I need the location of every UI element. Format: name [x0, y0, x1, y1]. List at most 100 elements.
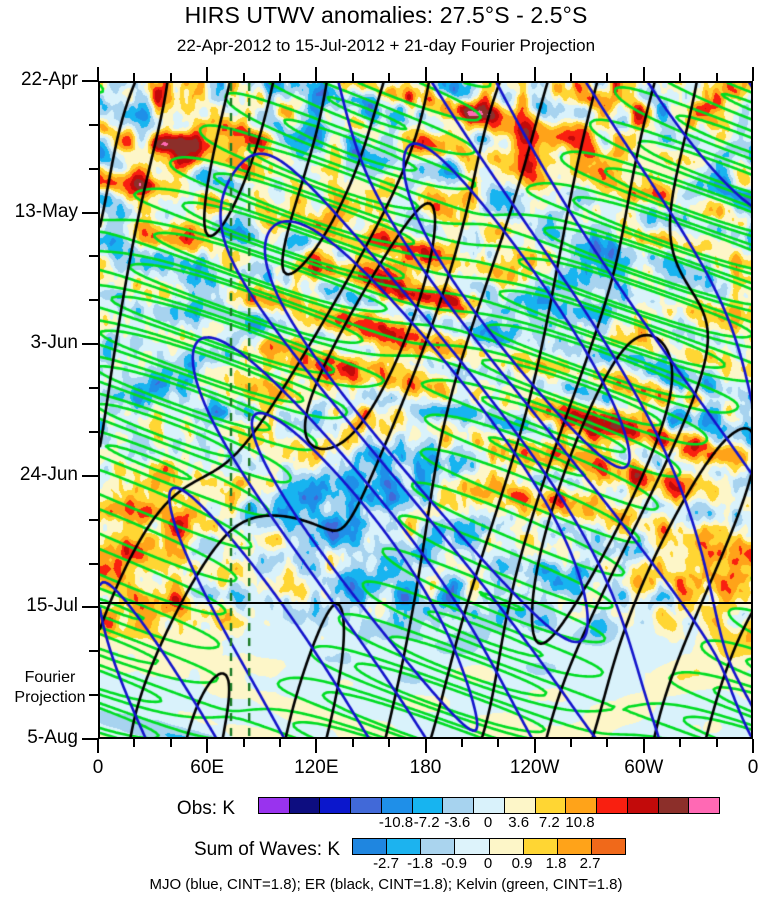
- x-tick-major: [642, 67, 645, 81]
- x-tick-major: [206, 67, 209, 81]
- x-tick-minor: [278, 739, 281, 747]
- x-tick-minor: [242, 73, 245, 81]
- colorbar-tick-label: -1.8: [407, 855, 433, 872]
- x-tick-minor: [133, 73, 136, 81]
- y-tick-major: [82, 606, 98, 609]
- colorbar-swatch: [474, 798, 505, 813]
- colorbar-swatch: [489, 839, 524, 854]
- plot-frame: [98, 81, 753, 739]
- observation-projection-divider: [100, 602, 751, 604]
- x-tick-minor: [715, 739, 718, 747]
- x-tick-major: [642, 739, 645, 753]
- y-axis-label: 15-Jul: [26, 595, 78, 617]
- colorbar-swatch: [412, 798, 444, 813]
- obs-colorbar-label: Obs: K: [176, 798, 235, 819]
- x-tick-major: [533, 67, 536, 81]
- x-tick-minor: [169, 73, 172, 81]
- x-tick-minor: [715, 73, 718, 81]
- x-tick-major: [533, 739, 536, 753]
- x-tick-minor: [242, 739, 245, 747]
- colorbar-swatch: [597, 798, 628, 813]
- x-tick-major: [97, 739, 99, 753]
- x-tick-minor: [388, 739, 391, 747]
- y-tick-major: [82, 211, 98, 214]
- y-tick-major: [82, 738, 98, 740]
- colorbar-swatch: [566, 798, 598, 813]
- colorbar-tick-label: -0.9: [441, 855, 467, 872]
- x-axis-label: 120W: [509, 757, 560, 778]
- x-tick-minor: [460, 73, 463, 81]
- x-tick-minor: [606, 739, 609, 747]
- colorbar-swatch: [658, 798, 690, 813]
- x-axis-label: 0: [747, 757, 759, 778]
- colorbar-tick-label: -2.7: [373, 855, 399, 872]
- x-tick-major: [424, 739, 427, 753]
- colorbar-swatch: [455, 839, 490, 854]
- y-axis-label: 5-Aug: [27, 727, 78, 748]
- y-tick-major: [82, 474, 98, 477]
- x-tick-minor: [679, 73, 682, 81]
- y-axis-label: 24-Jun: [19, 463, 78, 485]
- y-tick-minor: [89, 694, 98, 697]
- fourier-projection-note: Fourier Projection: [4, 668, 96, 708]
- colorbar-tick-label: 0: [483, 814, 493, 831]
- colorbar-swatch: [689, 798, 720, 813]
- x-tick-major: [315, 67, 318, 81]
- y-tick-minor: [89, 518, 98, 521]
- page-title: HIRS UTWV anomalies: 27.5°S - 2.5°S: [184, 2, 588, 28]
- x-axis-label: 60W: [624, 757, 664, 778]
- y-tick-minor: [89, 255, 98, 258]
- colorbar-swatch: [504, 798, 536, 813]
- figure-caption: MJO (blue, CINT=1.8); ER (black, CINT=1.…: [149, 876, 623, 893]
- x-axis-label: 180: [409, 757, 442, 778]
- y-tick-minor: [89, 430, 98, 433]
- y-axis-label: 22-Apr: [20, 69, 78, 90]
- x-tick-minor: [460, 739, 463, 747]
- x-tick-minor: [570, 73, 573, 81]
- colorbar-tick-label: 10.8: [565, 814, 595, 831]
- fourier-note-line1: Fourier: [24, 669, 76, 686]
- colorbar-swatch: [421, 839, 456, 854]
- x-tick-minor: [278, 73, 281, 81]
- colorbar-tick-label: 7.2: [538, 814, 560, 831]
- x-tick-minor: [497, 739, 500, 747]
- colorbar-tick-label: -10.8: [378, 814, 414, 831]
- x-tick-major: [752, 739, 754, 753]
- y-axis-label: 3-Jun: [30, 332, 78, 354]
- x-tick-minor: [351, 739, 354, 747]
- x-tick-minor: [570, 739, 573, 747]
- x-tick-major: [752, 67, 754, 81]
- plot-area: [82, 67, 754, 753]
- colorbar-swatch: [320, 798, 352, 813]
- x-tick-major: [424, 67, 427, 81]
- page-subtitle: 22-Apr-2012 to 15-Jul-2012 + 21-day Four…: [176, 36, 596, 55]
- x-tick-minor: [606, 73, 609, 81]
- x-tick-minor: [497, 73, 500, 81]
- y-tick-major: [82, 343, 98, 346]
- colorbar-swatch: [557, 839, 592, 854]
- obs-colorbar: [258, 797, 720, 814]
- sum-of-waves-colorbar-label: Sum of Waves: K: [193, 839, 340, 860]
- colorbar-swatch: [443, 798, 475, 813]
- colorbar-swatch: [351, 798, 382, 813]
- colorbar-swatch: [289, 798, 321, 813]
- x-axis-label: 60E: [190, 757, 225, 778]
- colorbar-tick-label: 0.9: [511, 855, 533, 872]
- y-tick-minor: [89, 123, 98, 126]
- colorbar-swatch: [353, 839, 388, 854]
- colorbar-tick-label: 3.6: [508, 814, 530, 831]
- colorbar-tick-label: 0: [483, 855, 493, 872]
- x-tick-minor: [133, 739, 136, 747]
- y-axis-label: 13-May: [14, 200, 78, 222]
- colorbar-swatch: [523, 839, 558, 854]
- colorbar-swatch: [627, 798, 659, 813]
- fourier-note-line2: Projection: [14, 689, 86, 706]
- colorbar-swatch: [381, 798, 413, 813]
- y-tick-minor: [89, 387, 98, 390]
- y-tick-major: [82, 80, 98, 82]
- x-axis-label: 0: [92, 757, 104, 778]
- sum-of-waves-colorbar: [352, 838, 626, 855]
- y-tick-minor: [89, 299, 98, 302]
- colorbar-tick-label: 2.7: [579, 855, 601, 872]
